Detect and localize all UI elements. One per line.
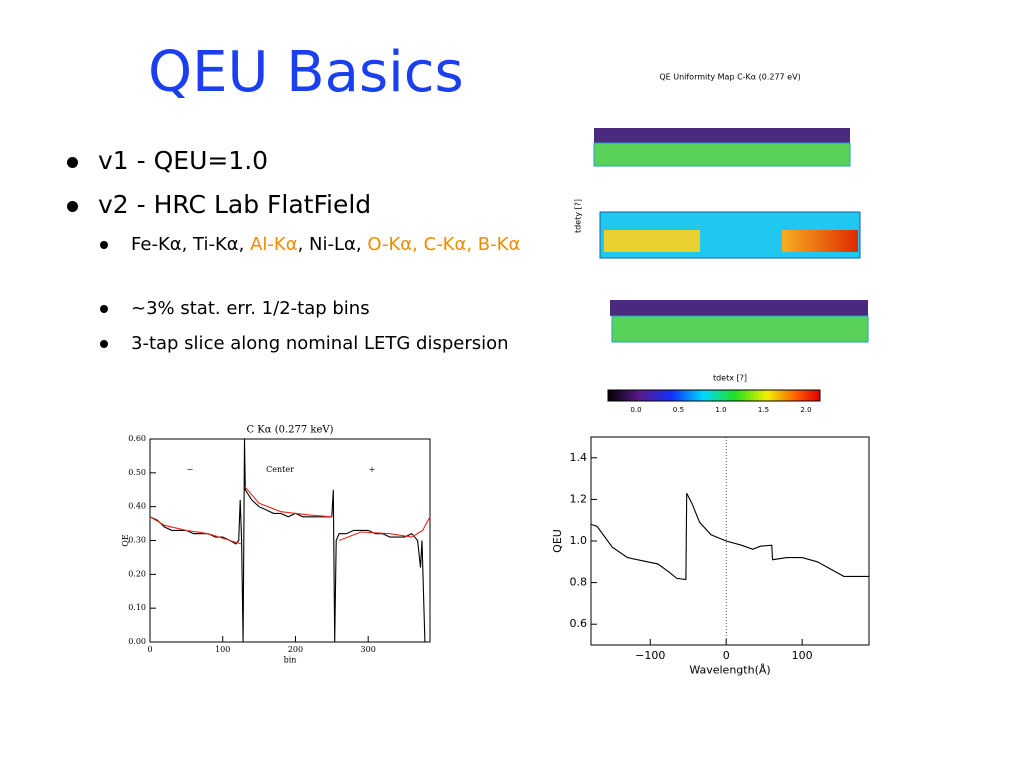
colorbar-label: 2.0	[800, 406, 811, 414]
bullet-item: Fe-Kα, Ti-Kα, Al-Kα, Ni-Lα, O-Kα, C-Kα, …	[131, 232, 551, 258]
bullet-text: Fe-Kα, Ti-Kα,	[131, 234, 251, 255]
slide-title: QEU Basics	[148, 40, 464, 105]
bullet-item: 3-tap slice along nominal LETG dispersio…	[131, 331, 551, 357]
y-tick-label: 0.20	[128, 569, 146, 578]
map-y-label: tdety [?]	[574, 199, 583, 233]
y-tick-label: 1.4	[570, 451, 588, 464]
uniformity-map: QE Uniformity Map C-Kα (0.277 eV) tdety …	[574, 73, 869, 402]
bullet-dot	[100, 305, 108, 313]
y-tick-label: 0.8	[570, 576, 588, 589]
chart: −100 0 100 0.6 0.8 1.0 1.2 1.4 Wavelength(Å) QEU	[551, 436, 870, 676]
map-x-label: tdetx [?]	[713, 374, 747, 383]
data-line	[149, 486, 431, 545]
bullet-dot	[67, 201, 78, 212]
colorbar-label: 0.5	[673, 406, 684, 414]
y-tick-label: 0.60	[128, 434, 146, 443]
bullet-text: v2 - HRC Lab FlatField	[98, 190, 372, 219]
bullet-dot	[67, 157, 78, 168]
bullet-dot	[100, 241, 108, 249]
y-tick-label: 0.50	[128, 468, 146, 477]
colorbar-label: 0.0	[630, 406, 641, 414]
bullet-dot	[100, 340, 108, 348]
x-axis-label: Wavelength(Å)	[689, 663, 770, 676]
x-tick-label: 200	[288, 645, 303, 654]
bullet-item: v1 - QEU=1.0	[98, 146, 268, 175]
bullet-item: ~3% stat. err. 1/2-tap bins	[131, 296, 551, 322]
x-tick-label: 300	[361, 645, 376, 654]
map-title: QE Uniformity Map C-Kα (0.277 eV)	[659, 73, 800, 82]
bullet-text: O-Kα, C-Kα, B-Kα	[367, 234, 521, 255]
y-axis-label: QEU	[551, 529, 564, 553]
bullet-item: v2 - HRC Lab FlatField	[98, 190, 371, 219]
annotation: Center	[266, 465, 294, 474]
y-tick-label: 0.10	[128, 603, 146, 612]
x-tick-label: −100	[635, 649, 665, 662]
y-tick-label: 0.30	[128, 536, 146, 545]
bullet-text: Al-Kα	[250, 234, 298, 255]
plot-frame	[590, 436, 870, 646]
chart: 0 100 200 300 0.00 0.10 0.20 0.30 0.40 0.50 0.60 C …	[121, 425, 431, 664]
x-tick-label: 100	[792, 649, 813, 662]
y-axis-label: QE	[121, 534, 130, 547]
y-tick-label: 0.00	[128, 637, 146, 646]
x-axis-label: bin	[284, 655, 297, 664]
y-tick-label: 0.40	[128, 502, 146, 511]
colorbar-label: 1.5	[758, 406, 769, 414]
annotation: +	[369, 465, 376, 474]
x-tick-label: 100	[215, 645, 230, 654]
bullet-text: ~3% stat. err. 1/2-tap bins	[131, 298, 370, 319]
bullet-text: 3-tap slice along nominal LETG dispersio…	[131, 333, 509, 354]
bullet-text: v1 - QEU=1.0	[98, 146, 269, 175]
y-tick-label: 1.2	[570, 492, 588, 505]
y-tick-label: 0.6	[570, 617, 588, 630]
colorbar-label: 1.0	[715, 406, 726, 414]
x-tick-label: 0	[723, 649, 730, 662]
y-tick-label: 1.0	[570, 534, 588, 547]
annotation: −	[187, 465, 194, 474]
x-tick-label: 0	[147, 645, 152, 654]
bullet-text: , Ni-Lα,	[297, 234, 368, 255]
data-line	[590, 492, 869, 581]
chart-title: C Kα (0.277 keV)	[246, 425, 333, 436]
